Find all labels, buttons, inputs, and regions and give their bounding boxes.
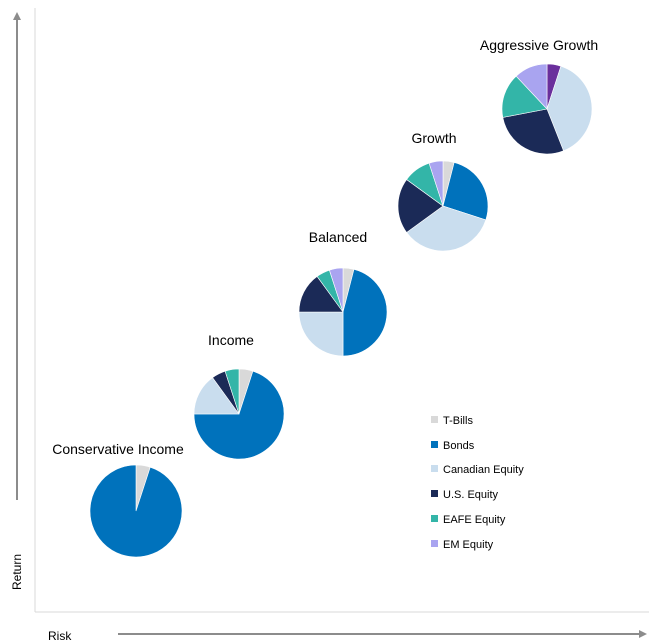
pie-conservative-income: Conservative Income [52, 441, 184, 558]
pie-title-aggressive-growth: Aggressive Growth [480, 37, 598, 53]
pie-slice-growth-canadian-equity [406, 205, 487, 252]
legend-item-bonds: Bonds [431, 440, 475, 452]
pie-title-growth: Growth [411, 130, 456, 146]
x-axis-label: Risk [48, 629, 72, 643]
legend-swatch-canadian-equity [431, 465, 438, 472]
legend-item-us-equity: U.S. Equity [431, 489, 499, 501]
pie-balanced: Balanced [298, 229, 388, 357]
legend-label: EM Equity [443, 539, 494, 551]
pie-aggressive-growth: Aggressive Growth [480, 37, 598, 155]
legend-item-canadian-equity: Canadian Equity [431, 464, 524, 476]
pie-title-income: Income [208, 332, 254, 348]
legend-label: Canadian Equity [443, 464, 524, 476]
pie-slice-income-bonds [193, 370, 285, 460]
legend-swatch-t-bills [431, 416, 438, 423]
legend-swatch-eafe-equity [431, 515, 438, 522]
pie-slice-aggressive-growth-em-equity [515, 63, 548, 110]
pie-slice-conservative-income-bonds [89, 464, 183, 558]
legend-label: U.S. Equity [443, 489, 499, 501]
pie-slice-balanced-bonds [342, 269, 388, 357]
pie-slice-growth-bonds [442, 162, 489, 221]
pie-slice-growth-u-s-equity [397, 179, 444, 233]
pie-slice-balanced-canadian-equity [298, 311, 344, 357]
pie-slice-balanced-em-equity [329, 267, 344, 313]
pie-slice-income-eafe-equity [224, 368, 240, 415]
legend-swatch-em-equity [431, 540, 438, 547]
legend-swatch-u-s-equity [431, 490, 438, 497]
legend-swatch-bonds [431, 441, 438, 448]
legend-item-em-equity: EM Equity [431, 539, 494, 551]
legend-label: EAFE Equity [443, 514, 506, 526]
legend-label: Bonds [443, 440, 475, 452]
pie-slice-aggressive-growth-u-s-equity [502, 108, 564, 155]
legend: T-Bills Bonds Canadian Equity U.S. Equit… [431, 415, 524, 551]
y-axis-label: Return [10, 554, 24, 590]
legend-item-eafe-equity: EAFE Equity [431, 514, 506, 526]
pie-slice-aggressive-growth-eafe-equity [501, 75, 548, 118]
pie-slice-growth-em-equity [428, 160, 444, 207]
pie-income: Income [193, 332, 285, 460]
pie-slice-aggressive-growth-canadian-equity [546, 65, 593, 152]
pie-title-conservative-income: Conservative Income [52, 441, 184, 457]
legend-item-t-bills: T-Bills [431, 415, 473, 427]
pie-title-balanced: Balanced [309, 229, 367, 245]
legend-label: T-Bills [443, 415, 473, 427]
pie-growth: Growth [397, 130, 489, 252]
